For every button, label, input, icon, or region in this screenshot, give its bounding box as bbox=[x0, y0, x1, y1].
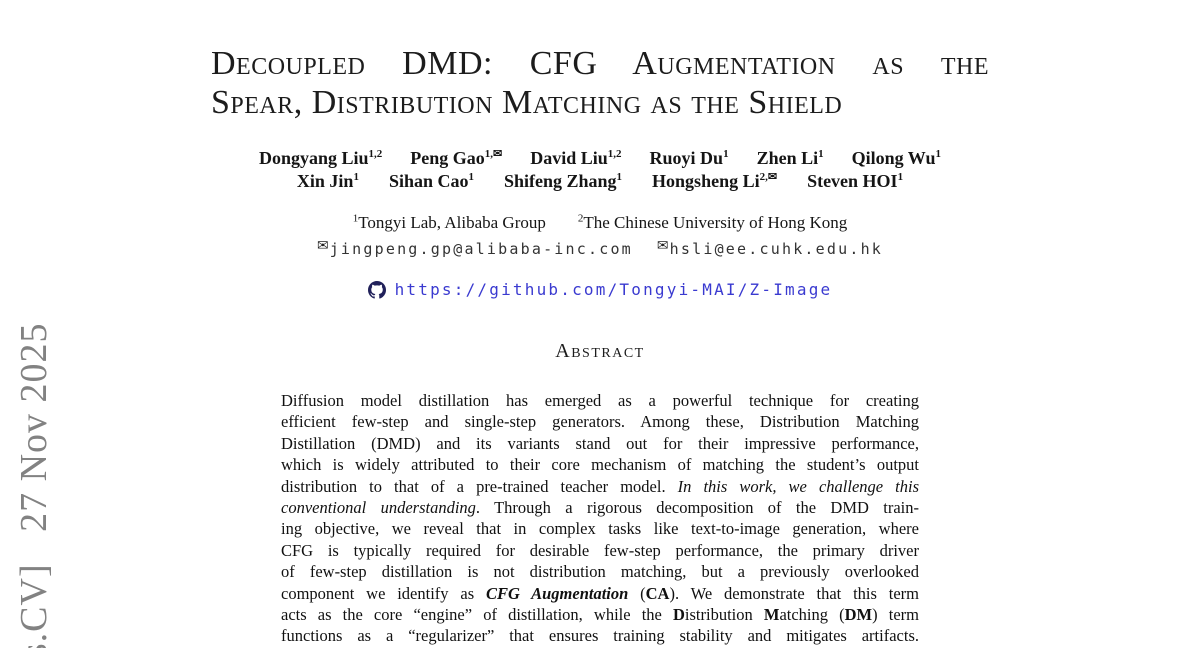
author-superscript: 1 bbox=[897, 171, 904, 183]
abstract-line: CFG is typically required for desirable … bbox=[281, 540, 919, 561]
author-superscript: 1 bbox=[616, 171, 623, 183]
abstract-text-segment: CFG is typically required for desirable … bbox=[281, 540, 919, 560]
paper-title-line1: Decoupled DMD: CFG Augmentation as the bbox=[211, 45, 989, 82]
authors-row-1: Dongyang Liu1,2 Peng Gao1,✉ David Liu1,2 Ru… bbox=[0, 147, 1200, 169]
author-name: Zhen Li1 bbox=[757, 147, 824, 169]
abstract-text-segment: CA bbox=[645, 583, 670, 603]
abstract-line: ing objective, we reveal that in complex… bbox=[281, 518, 919, 539]
abstract-line: acts as the core “engine” of distillatio… bbox=[281, 604, 919, 625]
arxiv-stamp: cs.CV] 27 Nov 2025 bbox=[13, 322, 55, 648]
email-item: ✉hsli@ee.cuhk.edu.hk bbox=[657, 238, 883, 259]
author-name-text: Ruoyi Du bbox=[649, 148, 724, 168]
author-name: Peng Gao1,✉ bbox=[410, 147, 502, 169]
affiliation-item: 1Tongyi Lab, Alibaba Group bbox=[353, 213, 546, 233]
abstract-text-segment: distribution to that of a pre-trained te… bbox=[281, 476, 678, 496]
author-superscript: 2,✉ bbox=[759, 171, 778, 183]
author-name: David Liu1,2 bbox=[530, 147, 621, 169]
email-address[interactable]: jingpeng.gp@alibaba-inc.com bbox=[329, 240, 633, 258]
abstract-line: Diffusion model distillation has emerged… bbox=[281, 390, 919, 411]
author-name-text: Zhen Li bbox=[756, 148, 819, 168]
abstract-text-segment: M bbox=[763, 605, 780, 625]
github-link[interactable]: https://github.com/Tongyi-MAI/Z-Image bbox=[394, 280, 833, 299]
author-superscript: 1 bbox=[818, 148, 824, 160]
abstract-line: distribution to that of a pre-trained te… bbox=[281, 476, 919, 497]
envelope-icon: ✉ bbox=[656, 238, 669, 254]
affiliation-superscript: 1 bbox=[352, 212, 359, 225]
emails-row: ✉jingpeng.gp@alibaba-inc.com ✉hsli@ee.cuh… bbox=[0, 238, 1200, 259]
abstract-text-segment: DM bbox=[844, 605, 873, 625]
abstract-text-segment: of few-step distillation is not distribu… bbox=[281, 562, 919, 582]
abstract-text-segment: D bbox=[672, 605, 685, 625]
author-name-text: Peng Gao bbox=[410, 148, 485, 168]
author-name-text: Steven HOI bbox=[807, 171, 898, 191]
author-name-text: Sihan Cao bbox=[388, 171, 469, 191]
github-icon bbox=[367, 280, 386, 299]
email-item: ✉jingpeng.gp@alibaba-inc.com bbox=[317, 238, 633, 259]
abstract-text-segment: atching ( bbox=[779, 605, 845, 625]
author-superscript: 1 bbox=[935, 148, 941, 160]
affiliations: 1Tongyi Lab, Alibaba Group 2The Chinese U… bbox=[0, 213, 1200, 233]
author-superscript: 1 bbox=[468, 171, 475, 183]
affiliation-text: The Chinese University of Hong Kong bbox=[583, 213, 848, 232]
abstract-heading: Abstract bbox=[555, 340, 645, 362]
author-name-text: Qilong Wu bbox=[851, 148, 936, 168]
abstract-text-segment: ) term bbox=[872, 605, 919, 625]
author-name-text: Hongsheng Li bbox=[652, 171, 760, 191]
abstract-text-segment: ing objective, we reveal that in complex… bbox=[281, 519, 919, 539]
author-name: Sihan Cao1 bbox=[389, 170, 474, 192]
abstract-line: component we identify as CFG Augmentatio… bbox=[281, 583, 919, 604]
author-name: Dongyang Liu1,2 bbox=[259, 147, 382, 169]
abstract-text-segment: Diffusion model distillation has emerged… bbox=[281, 391, 919, 410]
abstract-line: conventional understanding. Through a ri… bbox=[281, 497, 919, 518]
affiliation-item: 2The Chinese University of Hong Kong bbox=[578, 213, 847, 233]
author-name-text: Dongyang Liu bbox=[259, 148, 369, 168]
author-superscript: 1 bbox=[723, 148, 729, 160]
repo-link-row: https://github.com/Tongyi-MAI/Z-Image bbox=[0, 280, 1200, 299]
author-name: Ruoyi Du1 bbox=[650, 147, 729, 169]
author-name: Xin Jin1 bbox=[297, 170, 359, 192]
abstract-body: Diffusion model distillation has emerged… bbox=[281, 390, 919, 647]
authors-row-2: Xin Jin1 Sihan Cao1 Shifeng Zhang1 Hongshen… bbox=[0, 170, 1200, 192]
abstract-text-segment: component we identify as bbox=[281, 583, 486, 603]
author-superscript: 1,2 bbox=[607, 148, 622, 160]
abstract-line: Distillation (DMD) and its variants stan… bbox=[281, 433, 919, 454]
author-name-text: Shifeng Zhang bbox=[504, 171, 617, 191]
abstract-text-segment: . Through a rigorous decomposition of th… bbox=[475, 498, 920, 518]
paper-title-line2: Spear, Distribution Matching as the Shie… bbox=[211, 84, 843, 121]
abstract-line: which is widely attributed to their core… bbox=[281, 454, 919, 475]
author-superscript: 1,✉ bbox=[484, 148, 503, 160]
abstract-line: of few-step distillation is not distribu… bbox=[281, 561, 919, 582]
author-name: Shifeng Zhang1 bbox=[504, 170, 622, 192]
email-address[interactable]: hsli@ee.cuhk.edu.hk bbox=[669, 240, 884, 258]
abstract-text-segment: acts as the core “engine” of distillatio… bbox=[281, 605, 673, 625]
author-name: Steven HOI1 bbox=[807, 170, 903, 192]
abstract-text-segment: ). We demonstrate that this term bbox=[669, 583, 919, 603]
author-name-text: Xin Jin bbox=[296, 171, 354, 191]
affiliation-text: Tongyi Lab, Alibaba Group bbox=[358, 213, 546, 232]
author-name: Qilong Wu1 bbox=[852, 147, 941, 169]
author-name-text: David Liu bbox=[530, 148, 608, 168]
paper-title: Decoupled DMD: CFG Augmentation as the S… bbox=[211, 44, 989, 122]
abstract-text-segment: In this work, we challenge this bbox=[677, 476, 919, 496]
abstract-text-segment: conventional understanding bbox=[281, 498, 476, 518]
author-superscript: 1 bbox=[353, 171, 359, 183]
abstract-text-segment: Distillation (DMD) and its variants stan… bbox=[281, 433, 919, 453]
abstract-text-segment: istribution bbox=[684, 605, 764, 625]
abstract-text-segment: functions as a “regularizer” that ensure… bbox=[281, 626, 919, 646]
abstract-text-segment: CFG Augmentation bbox=[485, 583, 629, 603]
abstract-text-segment: efficient few-step and single-step gener… bbox=[281, 412, 919, 432]
abstract-line: functions as a “regularizer” that ensure… bbox=[281, 625, 919, 646]
author-name: Hongsheng Li2,✉ bbox=[652, 170, 777, 192]
abstract-text-segment: ( bbox=[628, 583, 646, 603]
affiliation-superscript: 2 bbox=[577, 212, 584, 225]
envelope-icon: ✉ bbox=[316, 238, 329, 254]
author-superscript: 1,2 bbox=[368, 148, 383, 160]
abstract-line: efficient few-step and single-step gener… bbox=[281, 411, 919, 432]
abstract-text-segment: which is widely attributed to their core… bbox=[281, 455, 919, 475]
